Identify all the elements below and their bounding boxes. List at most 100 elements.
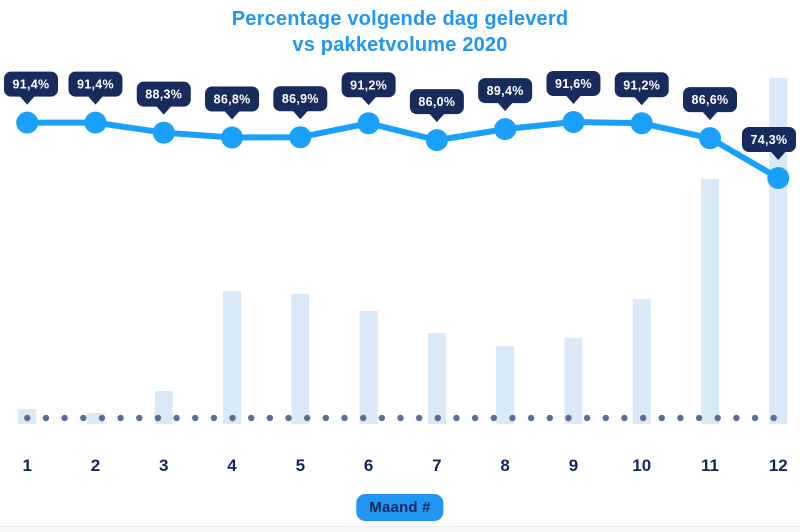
value-tooltip: 89,4% [478,78,533,112]
tooltip-tail [565,94,582,104]
volume-bar [769,78,788,424]
baseline-dot [658,414,665,422]
volume-bar [359,310,378,424]
baseline-dot [583,414,591,422]
line-marker [16,111,39,134]
volume-bar [701,179,719,424]
tooltip-value: 86,6% [692,93,729,107]
x-tick-label: 11 [701,456,719,475]
tooltip-tail [497,102,514,112]
baseline-dot [192,414,199,422]
value-tooltip: 88,3% [136,81,191,115]
tooltip-tail [770,150,787,160]
baseline-dot [565,414,572,422]
volume-bar [223,291,242,424]
x-tick-label: 7 [432,456,441,475]
baseline-dot [304,414,311,422]
baseline-dot [639,414,647,422]
line-marker [84,111,107,134]
baseline-dot [751,414,759,422]
line-marker [494,118,517,141]
line-marker [425,129,448,152]
tooltip-tail [87,95,104,105]
volume-bar [564,337,583,424]
volume-bar [632,299,651,424]
chart-svg: 91,4% 91,4% 88,3% 86,8% 86,9% 91,2% 86,0% 89,4%… [4,70,796,475]
baseline-dot [80,414,87,422]
tooltip-box [742,126,796,152]
tooltip-value: 86,0% [418,95,455,109]
value-tooltip: 91,6% [546,70,601,104]
baseline-dot [248,414,255,422]
line-marker [699,127,721,150]
baseline-dot [695,414,703,422]
baseline-dot [546,414,553,422]
baseline-dot [61,414,68,422]
value-tooltip: 91,4% [4,71,58,105]
baseline-dot [471,414,479,422]
value-tooltip: 91,2% [614,72,669,106]
chart-title-line1: Percentage volgende dag geleverd [231,8,569,30]
value-tooltip: 91,2% [341,72,396,106]
tooltip-box [273,86,328,112]
baseline-dot [434,414,442,422]
baseline-dot [285,414,292,422]
x-tick-label: 8 [500,456,509,475]
tooltip-value: 86,9% [282,92,319,106]
baseline-dot [527,414,535,422]
x-tick-label: 10 [632,456,651,475]
tooltip-value: 91,6% [555,77,592,91]
baseline-dot [397,414,404,422]
tooltip-box [136,81,191,107]
baseline-dot [714,414,721,422]
value-tooltip: 74,3% [742,126,796,160]
tooltip-tail [702,111,718,121]
percentage-line [24,118,782,181]
tooltip-tail [292,110,309,120]
tooltip-tail [428,113,445,123]
x-tick-label: 2 [91,456,100,475]
tooltip-box [341,72,396,98]
tooltip-box [205,86,260,112]
chart-title-line2: vs pakketvolume 2020 [292,34,508,56]
baseline-dot [266,414,274,422]
baseline-dot [210,414,218,422]
baseline-dot [117,414,124,422]
x-tick-label: 5 [296,456,305,475]
baseline-dot [378,414,386,422]
tooltip-value: 91,4% [13,78,50,92]
volume-bar [427,333,446,424]
baseline-dot [322,414,330,422]
x-tick-label: 12 [769,456,788,475]
value-tooltip: 86,9% [273,86,328,120]
baseline-dot [98,414,106,422]
line-marker [152,121,175,144]
tooltip-box [4,71,58,97]
baseline-dot [677,414,684,422]
tooltip-value: 86,8% [214,93,251,107]
tooltip-box [478,78,533,104]
tooltip-box [546,70,601,96]
x-tick-label: 6 [364,456,373,475]
tooltip-box [683,87,737,113]
line-marker [562,110,585,133]
tooltip-value: 88,3% [145,88,182,102]
baseline-dot [42,414,50,422]
tooltip-tail [360,96,377,106]
baseline-dot [136,414,143,422]
x-tick-label: 9 [569,456,578,475]
value-tooltip: 86,6% [683,87,737,121]
baseline-dot [453,414,460,422]
baseline-dot [490,414,497,422]
line-markers [16,110,790,189]
footer-strip [0,526,800,532]
tooltip-tail [633,96,650,106]
value-tooltips: 91,4% 91,4% 88,3% 86,8% 86,9% 91,2% 86,0% 89,4%… [4,70,796,160]
line-marker [221,126,244,149]
x-tick-label: 3 [159,456,168,475]
baseline-dot [509,414,516,422]
line-marker [767,166,790,189]
x-tick-label: 4 [227,456,237,475]
x-axis-label-pill: Maand # [356,494,444,521]
